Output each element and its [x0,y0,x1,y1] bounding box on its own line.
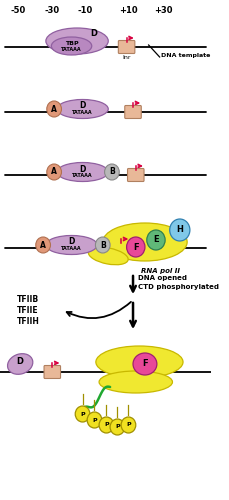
Text: TFIIH: TFIIH [16,317,39,326]
Text: P: P [104,422,108,428]
Circle shape [169,219,189,241]
Text: +30: +30 [153,6,172,15]
Text: Inr: Inr [122,55,130,60]
Text: TATAAA: TATAAA [72,173,93,178]
Text: +10: +10 [119,6,137,15]
Text: P: P [125,422,130,428]
Text: DNA template: DNA template [160,52,209,58]
Text: P: P [80,412,85,416]
Text: D: D [79,164,85,173]
Circle shape [36,237,50,253]
Ellipse shape [132,353,156,375]
Text: -50: -50 [11,6,26,15]
Text: DNA opened: DNA opened [137,275,186,281]
Circle shape [126,237,144,257]
Text: D: D [79,102,85,110]
Circle shape [87,412,101,428]
Ellipse shape [51,37,91,55]
Ellipse shape [99,371,172,393]
Circle shape [121,417,135,433]
Text: H: H [176,226,183,234]
Ellipse shape [95,346,182,378]
Circle shape [95,237,110,253]
Circle shape [104,164,119,180]
Text: B: B [109,168,114,176]
Text: A: A [51,168,57,176]
Text: D: D [90,28,97,38]
Text: TFIIE: TFIIE [16,306,38,315]
Ellipse shape [88,247,128,265]
Text: D: D [68,238,74,246]
Circle shape [110,419,124,435]
Ellipse shape [57,100,108,118]
Ellipse shape [102,223,186,261]
FancyBboxPatch shape [127,168,143,181]
Circle shape [46,164,61,180]
Text: D: D [17,358,24,366]
Circle shape [46,101,61,117]
Text: E: E [153,236,158,244]
Text: CTD phosphorylated: CTD phosphorylated [137,284,218,290]
Circle shape [75,406,90,422]
Circle shape [99,417,113,433]
Text: P: P [114,424,119,430]
Text: TFIIB: TFIIB [16,295,38,304]
FancyBboxPatch shape [118,40,134,54]
Ellipse shape [46,236,97,255]
Text: TATAAA: TATAAA [61,47,82,52]
Text: TBP: TBP [64,41,78,46]
Ellipse shape [8,354,33,374]
Ellipse shape [57,162,108,182]
Text: P: P [92,418,96,422]
Ellipse shape [46,28,108,54]
Text: A: A [40,240,46,250]
Text: TATAAA: TATAAA [72,110,93,115]
FancyBboxPatch shape [124,106,141,118]
Text: TATAAA: TATAAA [61,246,82,251]
Text: -30: -30 [44,6,60,15]
Text: A: A [51,104,57,114]
Text: B: B [99,240,105,250]
Circle shape [146,230,164,250]
FancyBboxPatch shape [44,366,60,378]
Text: F: F [132,242,138,252]
Text: RNA pol II: RNA pol II [140,268,179,274]
Text: F: F [142,360,147,368]
Text: -10: -10 [77,6,93,15]
